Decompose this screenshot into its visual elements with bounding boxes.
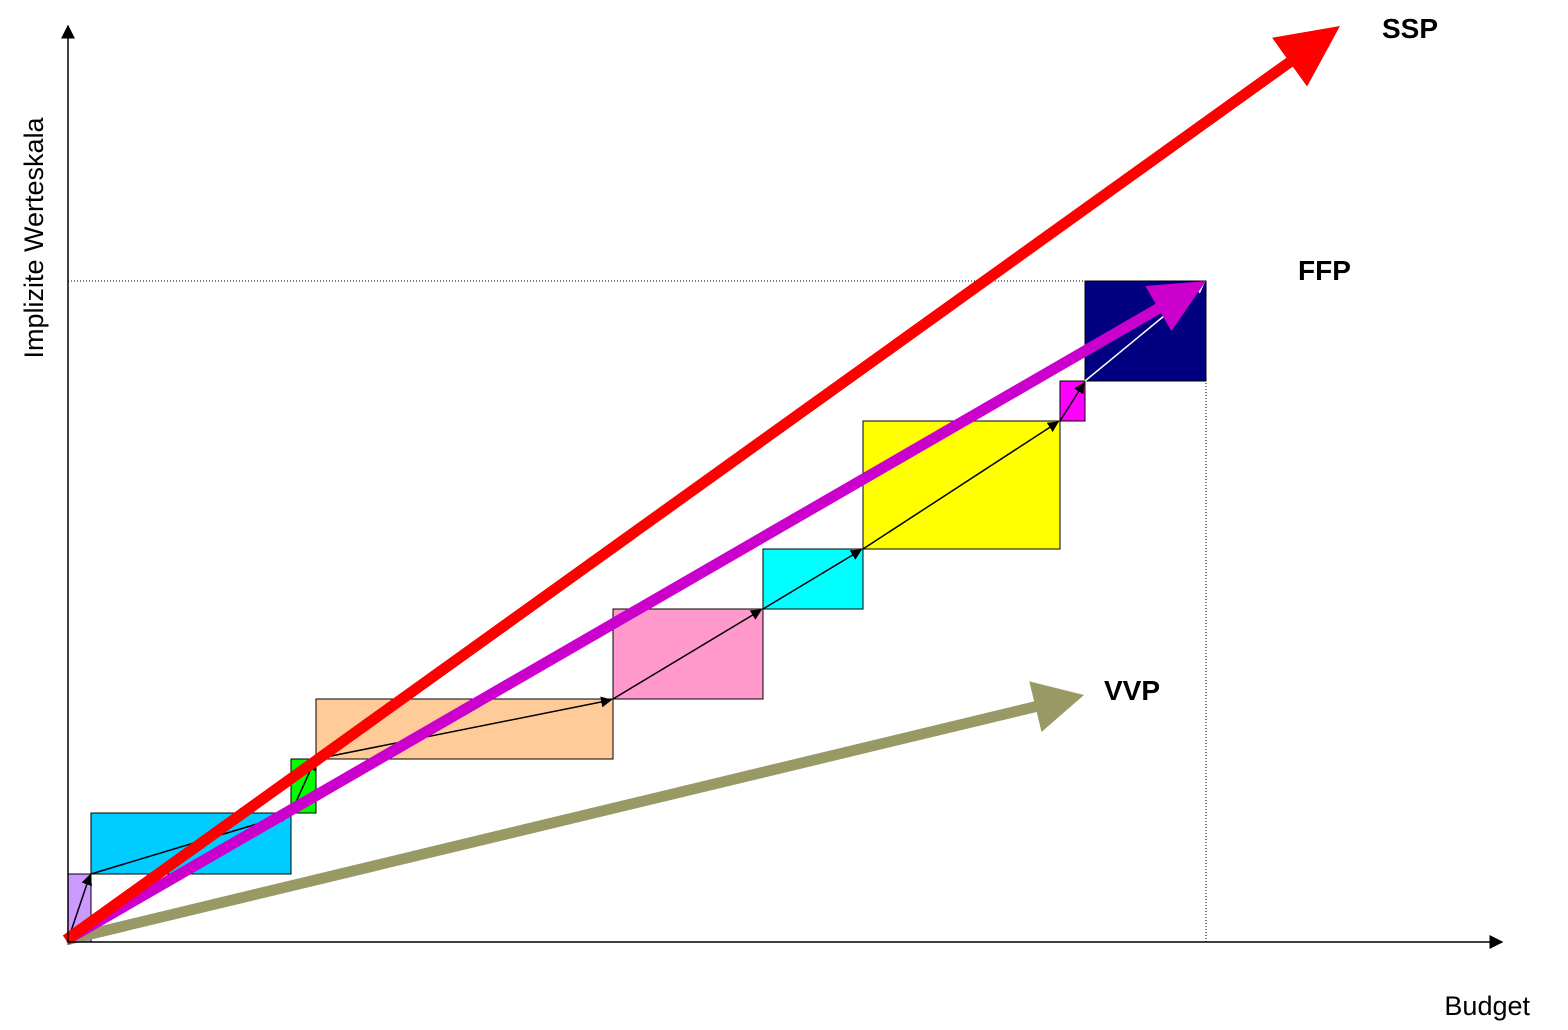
ffp-label: FFP — [1298, 255, 1351, 286]
y-axis-label: Implizite Werteskala — [19, 116, 49, 358]
step-arrow-6 — [762, 549, 862, 610]
step-arrow-7 — [862, 421, 1059, 550]
thick-arrows — [62, 26, 1340, 946]
step-arrow-5 — [612, 609, 762, 700]
ffp-arrow — [63, 281, 1207, 945]
ssp-label: SSP — [1382, 13, 1438, 44]
vvp-arrow — [64, 681, 1084, 946]
step-arrow-8 — [1059, 382, 1085, 422]
step-arrow-4 — [315, 696, 613, 760]
vvp-label: VVP — [1104, 675, 1160, 706]
x-axis-label: Budget — [1444, 991, 1530, 1021]
ssp-arrow — [62, 26, 1340, 945]
